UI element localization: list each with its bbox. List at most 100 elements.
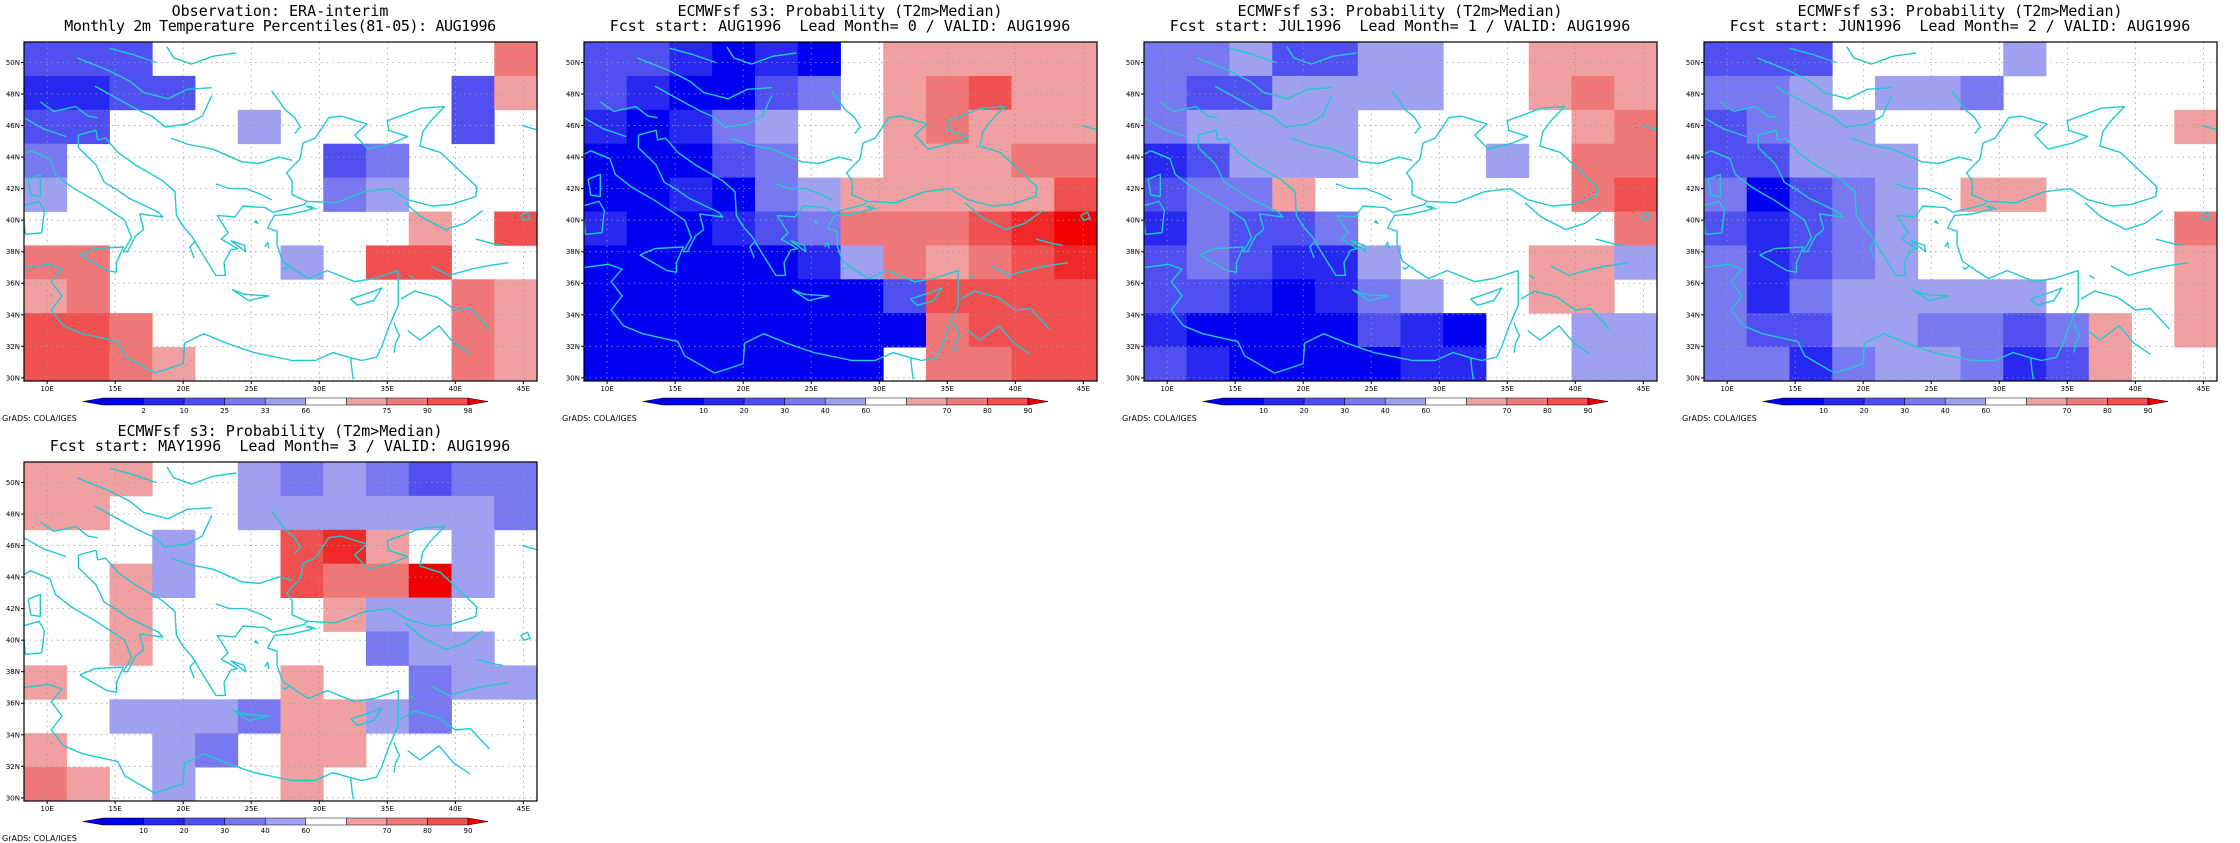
- lon-tick-label: 25E: [245, 385, 258, 393]
- grid-cell: [627, 245, 670, 279]
- coastline: [1963, 266, 1970, 269]
- grid-cell: [1144, 347, 1187, 381]
- lon-tick-label: 30E: [1433, 385, 1446, 393]
- colorbar-label: 25: [220, 407, 229, 415]
- grid-cell: [494, 279, 537, 313]
- grid-cell: [1832, 144, 1875, 178]
- grid-cell: [1230, 313, 1273, 347]
- grid-cell: [323, 144, 366, 178]
- lon-tick-label: 30E: [873, 385, 886, 393]
- grid-cell: [1012, 76, 1055, 110]
- grid-cell: [969, 245, 1012, 279]
- grid-cell: [1358, 279, 1401, 313]
- grid-cell: [152, 767, 195, 801]
- grid-cell: [67, 347, 110, 381]
- grid-cell: [1704, 144, 1747, 178]
- grid-cell: [24, 462, 67, 496]
- grid-cell: [1790, 110, 1833, 144]
- grid-cell: [1875, 144, 1918, 178]
- grid-cell: [1144, 212, 1187, 246]
- lat-tick-label: 36N: [6, 280, 20, 288]
- coastline: [1514, 323, 1520, 353]
- grid-cell: [755, 313, 798, 347]
- grid-cell: [1054, 144, 1097, 178]
- colorbar-low-arrow: [1203, 398, 1223, 405]
- grid-cell: [2174, 245, 2217, 279]
- grid-cell: [494, 42, 537, 76]
- grid-cell: [452, 665, 495, 699]
- grid-cell: [452, 76, 495, 110]
- lat-tick-label: 44N: [6, 154, 20, 162]
- lat-tick-label: 46N: [566, 122, 580, 130]
- grid-cell: [2174, 212, 2217, 246]
- lat-tick-label: 50N: [1126, 59, 1140, 67]
- grid-cell: [1358, 42, 1401, 76]
- coastline: [167, 47, 236, 64]
- grid-cell: [1144, 42, 1187, 76]
- grid-cell: [627, 144, 670, 178]
- colorbar-low-arrow: [643, 398, 663, 405]
- grid-cell: [1315, 144, 1358, 178]
- grid-cell: [969, 76, 1012, 110]
- colorbar-segment: [744, 398, 785, 405]
- grid-cell: [195, 699, 238, 733]
- grid-cell: [1272, 245, 1315, 279]
- colorbar-label: 60: [1981, 407, 1990, 415]
- grid-cell: [841, 178, 884, 212]
- grid-cell: [712, 347, 755, 381]
- grid-cell: [670, 347, 713, 381]
- grid-cell: [1358, 76, 1401, 110]
- grid-cell: [1401, 76, 1444, 110]
- grid-cell: [24, 42, 67, 76]
- coastline: [23, 621, 45, 654]
- colorbar-segment: [1385, 398, 1426, 405]
- grid-cell: [2174, 110, 2217, 144]
- grid-cell: [883, 212, 926, 246]
- lon-tick-label: 10E: [1160, 385, 1173, 393]
- lat-tick-label: 48N: [1126, 91, 1140, 99]
- grid-cell: [1187, 245, 1230, 279]
- coastline: [190, 241, 196, 258]
- grid-cell: [1614, 245, 1657, 279]
- grid-cell: [926, 178, 969, 212]
- colorbar-segment: [1986, 398, 2027, 405]
- grid-cell: [1832, 279, 1875, 313]
- coastline: [265, 242, 269, 248]
- grid-cell: [1272, 279, 1315, 313]
- lat-tick-label: 40N: [6, 637, 20, 645]
- grid-cell: [1918, 313, 1961, 347]
- grid-cell: [281, 462, 324, 496]
- grid-cell: [1614, 313, 1657, 347]
- colorbar-high-arrow: [1588, 398, 1608, 405]
- grid-cell: [494, 462, 537, 496]
- coastline: [351, 777, 354, 799]
- colorbar-segment: [184, 398, 225, 405]
- grid-cell: [841, 347, 884, 381]
- grid-cell: [1315, 347, 1358, 381]
- grid-cell: [1401, 347, 1444, 381]
- grid-cell: [1832, 245, 1875, 279]
- grid-cell: [67, 245, 110, 279]
- lat-tick-label: 30N: [6, 374, 20, 382]
- grid-cell: [110, 632, 153, 666]
- lon-tick-label: 45E: [2197, 385, 2210, 393]
- grid-cell: [1918, 347, 1961, 381]
- grid-cells: [584, 42, 1097, 381]
- coastline: [911, 357, 914, 379]
- colorbar-segment: [987, 398, 1028, 405]
- lon-tick-label: 25E: [245, 805, 258, 813]
- colorbar-segment: [346, 818, 387, 825]
- lon-tick-label: 30E: [313, 385, 326, 393]
- grid-cell: [1054, 279, 1097, 313]
- grid-cell: [494, 665, 537, 699]
- grid-cell: [1790, 144, 1833, 178]
- grid-cell: [712, 245, 755, 279]
- lat-tick-label: 36N: [566, 280, 580, 288]
- grid-cell: [1315, 76, 1358, 110]
- grid-cell: [969, 178, 1012, 212]
- grid-cell: [452, 462, 495, 496]
- grid-cell: [110, 564, 153, 598]
- grid-cell: [670, 212, 713, 246]
